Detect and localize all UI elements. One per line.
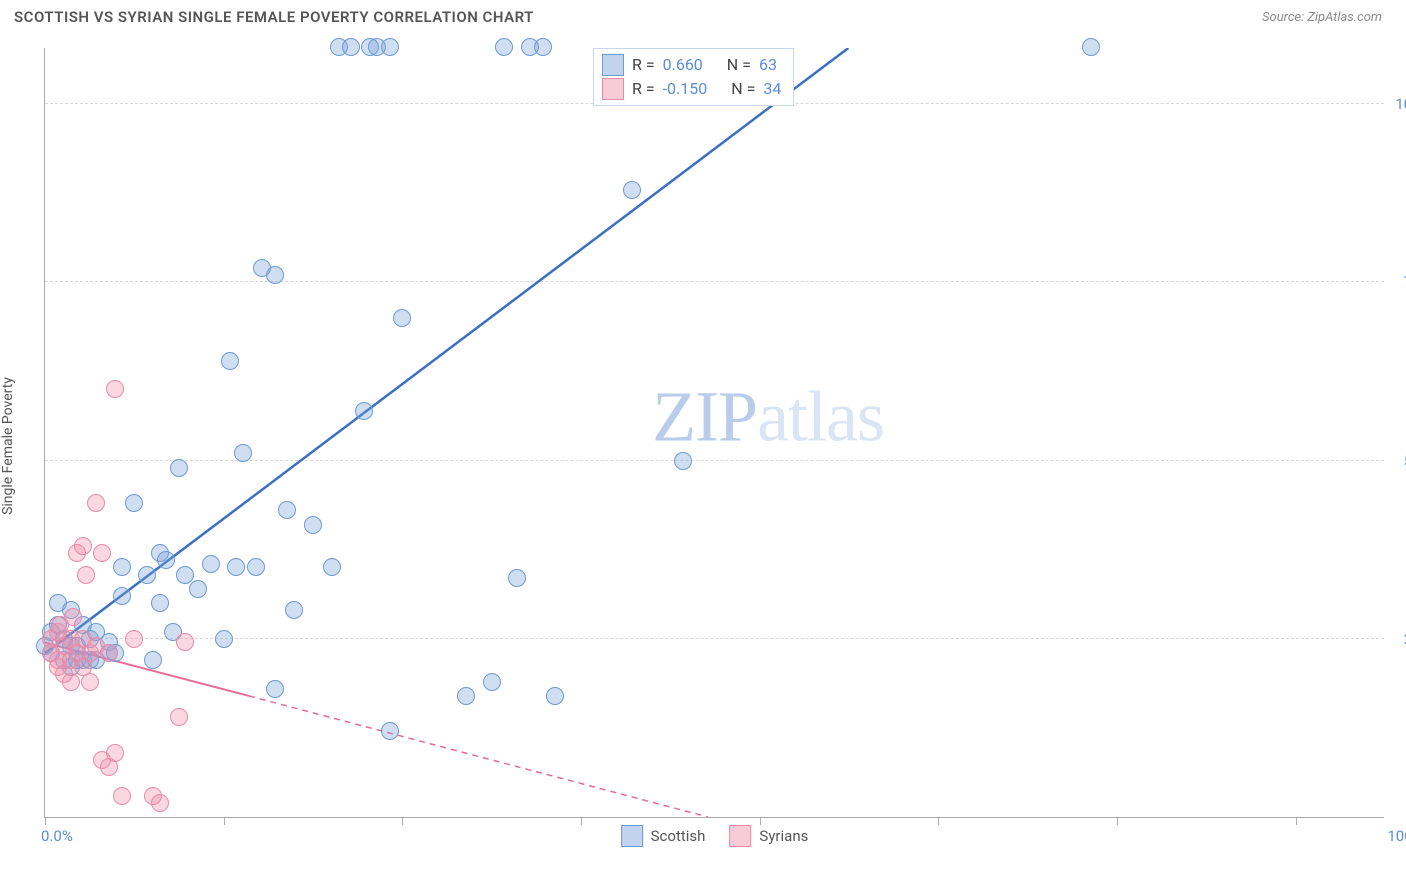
gridline bbox=[45, 281, 1384, 282]
scatter-point bbox=[278, 501, 296, 519]
scatter-point bbox=[157, 551, 175, 569]
scatter-point bbox=[125, 494, 143, 512]
scatter-point bbox=[138, 566, 156, 584]
scatter-point bbox=[202, 555, 220, 573]
scatter-point bbox=[93, 544, 111, 562]
legend-item: Scottish bbox=[621, 825, 706, 847]
scatter-point bbox=[381, 722, 399, 740]
scatter-point bbox=[483, 673, 501, 691]
x-tick bbox=[938, 817, 939, 825]
legend-row: R = 0.660 N = 63 bbox=[602, 53, 781, 77]
legend-n-label: N = bbox=[727, 53, 751, 77]
legend-row: R = -0.150 N = 34 bbox=[602, 77, 781, 101]
scatter-point bbox=[1082, 38, 1100, 56]
legend-r-value: -0.150 bbox=[663, 77, 708, 101]
scatter-point bbox=[355, 402, 373, 420]
scatter-point bbox=[87, 494, 105, 512]
scatter-point bbox=[100, 644, 118, 662]
scatter-point bbox=[285, 601, 303, 619]
scatter-point bbox=[170, 459, 188, 477]
scatter-point bbox=[247, 558, 265, 576]
legend-series-name: Syrians bbox=[759, 827, 808, 845]
watermark-part1: ZIP bbox=[652, 377, 757, 457]
x-tick bbox=[760, 817, 761, 825]
scatter-point bbox=[77, 566, 95, 584]
chart-plot-area: ZIPatlas 25.0%50.0%75.0%100.0% R = 0.660… bbox=[44, 48, 1384, 818]
scatter-point bbox=[170, 708, 188, 726]
scatter-point bbox=[266, 680, 284, 698]
scatter-point bbox=[113, 787, 131, 805]
legend-n-value: 34 bbox=[763, 77, 781, 101]
scatter-point bbox=[342, 38, 360, 56]
legend-item: Syrians bbox=[729, 825, 808, 847]
trend-lines bbox=[45, 48, 1384, 817]
scatter-point bbox=[151, 594, 169, 612]
scatter-point bbox=[495, 38, 513, 56]
legend-r-label: R = bbox=[632, 53, 655, 77]
legend-r-label: R = bbox=[632, 77, 655, 101]
legend-swatch bbox=[729, 825, 751, 847]
x-tick bbox=[1296, 817, 1297, 825]
scatter-point bbox=[546, 687, 564, 705]
scatter-point bbox=[323, 558, 341, 576]
scatter-point bbox=[151, 794, 169, 812]
legend-r-value: 0.660 bbox=[663, 53, 703, 77]
scatter-point bbox=[106, 744, 124, 762]
scatter-point bbox=[457, 687, 475, 705]
scatter-point bbox=[189, 580, 207, 598]
legend-series-name: Scottish bbox=[651, 827, 706, 845]
correlation-legend: R = 0.660 N = 63 R = -0.150 N = 34 bbox=[593, 48, 794, 106]
scatter-point bbox=[74, 537, 92, 555]
scatter-point bbox=[227, 558, 245, 576]
scatter-point bbox=[176, 633, 194, 651]
scatter-point bbox=[144, 651, 162, 669]
series-legend: Scottish Syrians bbox=[621, 825, 809, 847]
scatter-point bbox=[64, 608, 82, 626]
chart-header: SCOTTISH VS SYRIAN SINGLE FEMALE POVERTY… bbox=[0, 0, 1406, 30]
y-axis-label: Single Female Poverty bbox=[0, 377, 16, 515]
scatter-point bbox=[221, 352, 239, 370]
source-attribution: Source: ZipAtlas.com bbox=[1262, 10, 1382, 25]
scatter-point bbox=[508, 569, 526, 587]
y-tick-label: 75.0% bbox=[1389, 273, 1406, 291]
scatter-point bbox=[674, 452, 692, 470]
scatter-point bbox=[266, 266, 284, 284]
x-tick bbox=[402, 817, 403, 825]
scatter-point bbox=[623, 181, 641, 199]
scatter-point bbox=[125, 630, 143, 648]
legend-swatch bbox=[602, 54, 624, 76]
gridline bbox=[45, 638, 1384, 639]
x-axis-max-label: 100.0% bbox=[1387, 827, 1406, 845]
scatter-point bbox=[534, 38, 552, 56]
y-tick-label: 100.0% bbox=[1389, 95, 1406, 113]
scatter-point bbox=[234, 444, 252, 462]
legend-n-value: 63 bbox=[759, 53, 777, 77]
x-tick bbox=[224, 817, 225, 825]
scatter-point bbox=[215, 630, 233, 648]
scatter-point bbox=[113, 587, 131, 605]
scatter-point bbox=[106, 380, 124, 398]
scatter-point bbox=[113, 558, 131, 576]
chart-title: SCOTTISH VS SYRIAN SINGLE FEMALE POVERTY… bbox=[14, 8, 534, 26]
watermark: ZIPatlas bbox=[652, 376, 884, 459]
y-tick-label: 25.0% bbox=[1389, 630, 1406, 648]
legend-swatch bbox=[621, 825, 643, 847]
scatter-point bbox=[304, 516, 322, 534]
watermark-part2: atlas bbox=[757, 377, 884, 457]
x-tick bbox=[1117, 817, 1118, 825]
scatter-point bbox=[393, 309, 411, 327]
scatter-point bbox=[81, 673, 99, 691]
scatter-point bbox=[381, 38, 399, 56]
scatter-point bbox=[62, 673, 80, 691]
y-tick-label: 50.0% bbox=[1389, 452, 1406, 470]
x-tick bbox=[581, 817, 582, 825]
x-tick bbox=[45, 817, 46, 825]
legend-swatch bbox=[602, 78, 624, 100]
legend-n-label: N = bbox=[731, 77, 755, 101]
x-axis-min-label: 0.0% bbox=[41, 827, 73, 845]
